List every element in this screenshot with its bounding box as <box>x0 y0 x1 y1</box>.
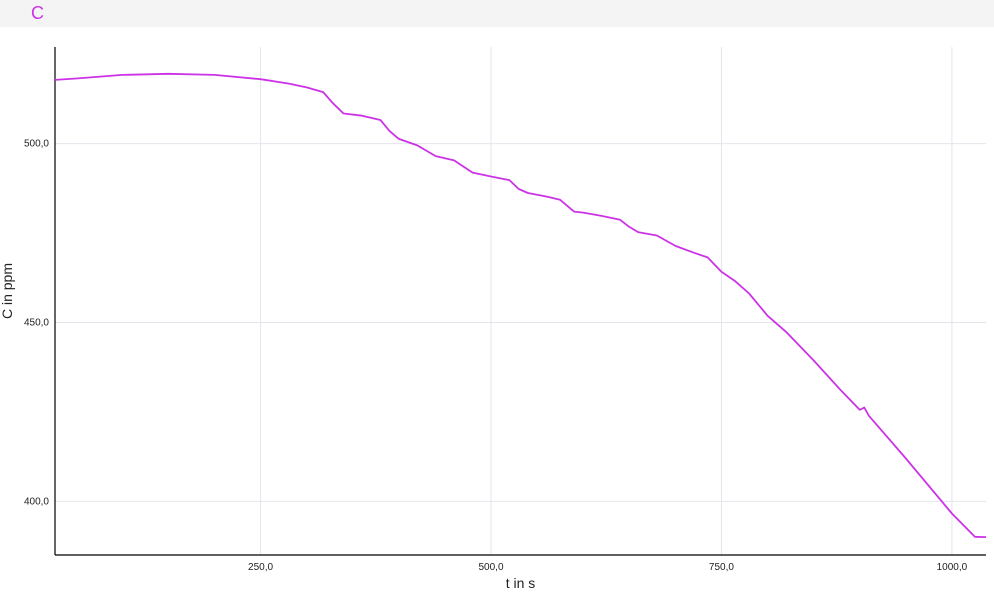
axes <box>54 47 986 556</box>
y-tick-label: 500,0 <box>24 139 49 150</box>
x-tick-label: 500,0 <box>478 562 503 573</box>
series-layer <box>54 72 987 538</box>
grid <box>55 47 986 555</box>
y-tick-label: 450,0 <box>24 317 49 328</box>
top-bar: C <box>0 0 994 27</box>
x-tick-label: 250,0 <box>248 562 273 573</box>
x-axis-title: t in s <box>506 575 536 591</box>
x-tick-label: 750,0 <box>709 562 734 573</box>
series-tag: C <box>31 3 44 23</box>
tick-labels: 250,0 500,0 750,0 1000,0 400,0 450,0 500,0 <box>24 139 968 573</box>
y-tick-label: 400,0 <box>24 496 49 507</box>
y-axis-title: C in ppm <box>0 263 15 319</box>
x-tick-label: 1000,0 <box>937 562 968 573</box>
line-chart: 250,0 500,0 750,0 1000,0 400,0 450,0 500,0 t i… <box>0 47 987 591</box>
series-line <box>54 72 987 538</box>
